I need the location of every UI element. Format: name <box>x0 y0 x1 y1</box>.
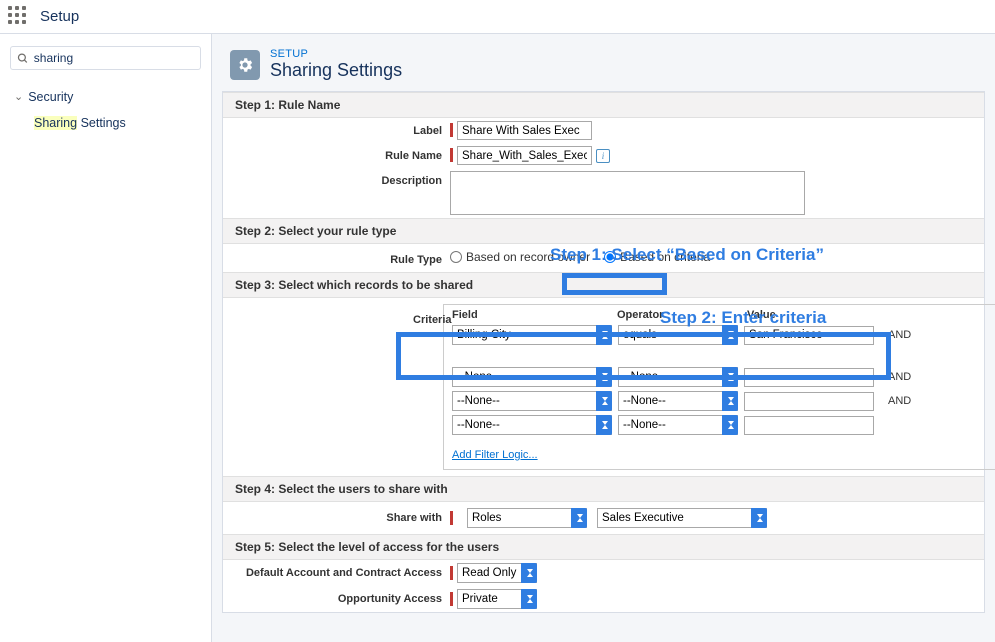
sidebar-item-sharing-settings[interactable]: Sharing Settings <box>10 110 201 136</box>
criteria-row: --None-- --None-- AND <box>452 365 994 389</box>
operator-select-2[interactable]: --None-- <box>618 367 738 387</box>
field-select-3[interactable]: --None-- <box>452 391 612 411</box>
header-eyebrow: SETUP <box>270 48 402 60</box>
step-2-banner: Step 2: Select your rule type <box>223 218 984 244</box>
col-operator: Operator <box>617 309 747 321</box>
page-title: Sharing Settings <box>270 60 402 81</box>
nav-rest: Settings <box>77 116 126 130</box>
radio-owner-label: Based on record owner <box>466 250 590 264</box>
sidebar-item-security[interactable]: Security <box>10 84 201 110</box>
label-rule-type: Rule Type <box>235 250 450 266</box>
criteria-row: --None-- --None-- AND <box>452 389 994 413</box>
info-icon[interactable]: i <box>596 149 610 163</box>
radio-owner[interactable] <box>450 251 462 263</box>
step-1-banner: Step 1: Rule Name <box>223 92 984 118</box>
label-opp-access: Opportunity Access <box>235 589 450 605</box>
step-3-banner: Step 3: Select which records to be share… <box>223 272 984 298</box>
required-marker <box>450 566 453 580</box>
description-input[interactable] <box>450 171 805 215</box>
label-input[interactable] <box>457 121 592 140</box>
field-select-1[interactable]: Billing City <box>452 325 612 345</box>
criteria-box: Field Operator Value Billing City equals… <box>443 304 995 470</box>
label-rule-name: Rule Name <box>235 146 450 162</box>
step-5-banner: Step 5: Select the level of access for t… <box>223 534 984 560</box>
and-label: AND <box>888 395 918 407</box>
share-with-target-select[interactable]: Sales Executive <box>597 508 767 528</box>
search-container <box>10 46 201 70</box>
radio-criteria[interactable] <box>604 251 616 263</box>
and-label: AND <box>888 329 918 341</box>
required-marker <box>450 123 453 137</box>
form-content: Step 1: Rule Name Label Rule Name i Desc… <box>222 91 985 613</box>
col-value: Value <box>747 309 887 321</box>
sidebar: Security Sharing Settings <box>0 34 212 642</box>
field-select-4[interactable]: --None-- <box>452 415 612 435</box>
main: SETUP Sharing Settings Step 1: Rule Name… <box>212 34 995 642</box>
criteria-row: Billing City equals AND <box>452 323 994 347</box>
required-marker <box>450 511 453 525</box>
label-share-with: Share with <box>235 508 450 524</box>
field-select-2[interactable]: --None-- <box>452 367 612 387</box>
label-label: Label <box>235 121 450 137</box>
value-input-3[interactable] <box>744 392 874 411</box>
share-with-type-select[interactable]: Roles <box>467 508 587 528</box>
value-input-4[interactable] <box>744 416 874 435</box>
default-access-select[interactable]: Read Only <box>457 563 537 583</box>
gear-icon <box>230 50 260 80</box>
operator-select-4[interactable]: --None-- <box>618 415 738 435</box>
label-description: Description <box>235 171 450 187</box>
radio-criteria-label: Based on criteria <box>620 250 710 264</box>
and-label: AND <box>888 371 918 383</box>
value-input-2[interactable] <box>744 368 874 387</box>
search-icon <box>17 52 29 65</box>
rule-name-input[interactable] <box>457 146 592 165</box>
step-4-banner: Step 4: Select the users to share with <box>223 476 984 502</box>
nav-highlight: Sharing <box>34 116 77 130</box>
search-input[interactable] <box>34 51 194 65</box>
required-marker <box>450 148 453 162</box>
label-criteria: Criteria <box>413 314 452 326</box>
add-filter-logic-link[interactable]: Add Filter Logic... <box>452 449 538 461</box>
app-launcher-icon[interactable] <box>8 6 30 28</box>
col-field: Field <box>452 309 617 321</box>
value-input-1[interactable] <box>744 326 874 345</box>
operator-select-1[interactable]: equals <box>618 325 738 345</box>
required-marker <box>450 592 453 606</box>
topbar-title: Setup <box>40 8 79 25</box>
operator-select-3[interactable]: --None-- <box>618 391 738 411</box>
label-default-access: Default Account and Contract Access <box>235 563 450 579</box>
page-header: SETUP Sharing Settings <box>212 34 995 91</box>
criteria-row: --None-- --None-- <box>452 413 994 437</box>
opp-access-select[interactable]: Private <box>457 589 537 609</box>
